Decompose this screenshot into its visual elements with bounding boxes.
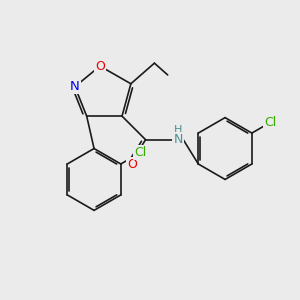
Text: O: O	[95, 60, 105, 73]
Text: Cl: Cl	[264, 116, 277, 129]
Text: H: H	[174, 125, 182, 135]
Text: Cl: Cl	[134, 146, 146, 159]
Text: N: N	[173, 133, 183, 146]
Text: N: N	[70, 80, 80, 93]
Text: O: O	[128, 158, 137, 171]
